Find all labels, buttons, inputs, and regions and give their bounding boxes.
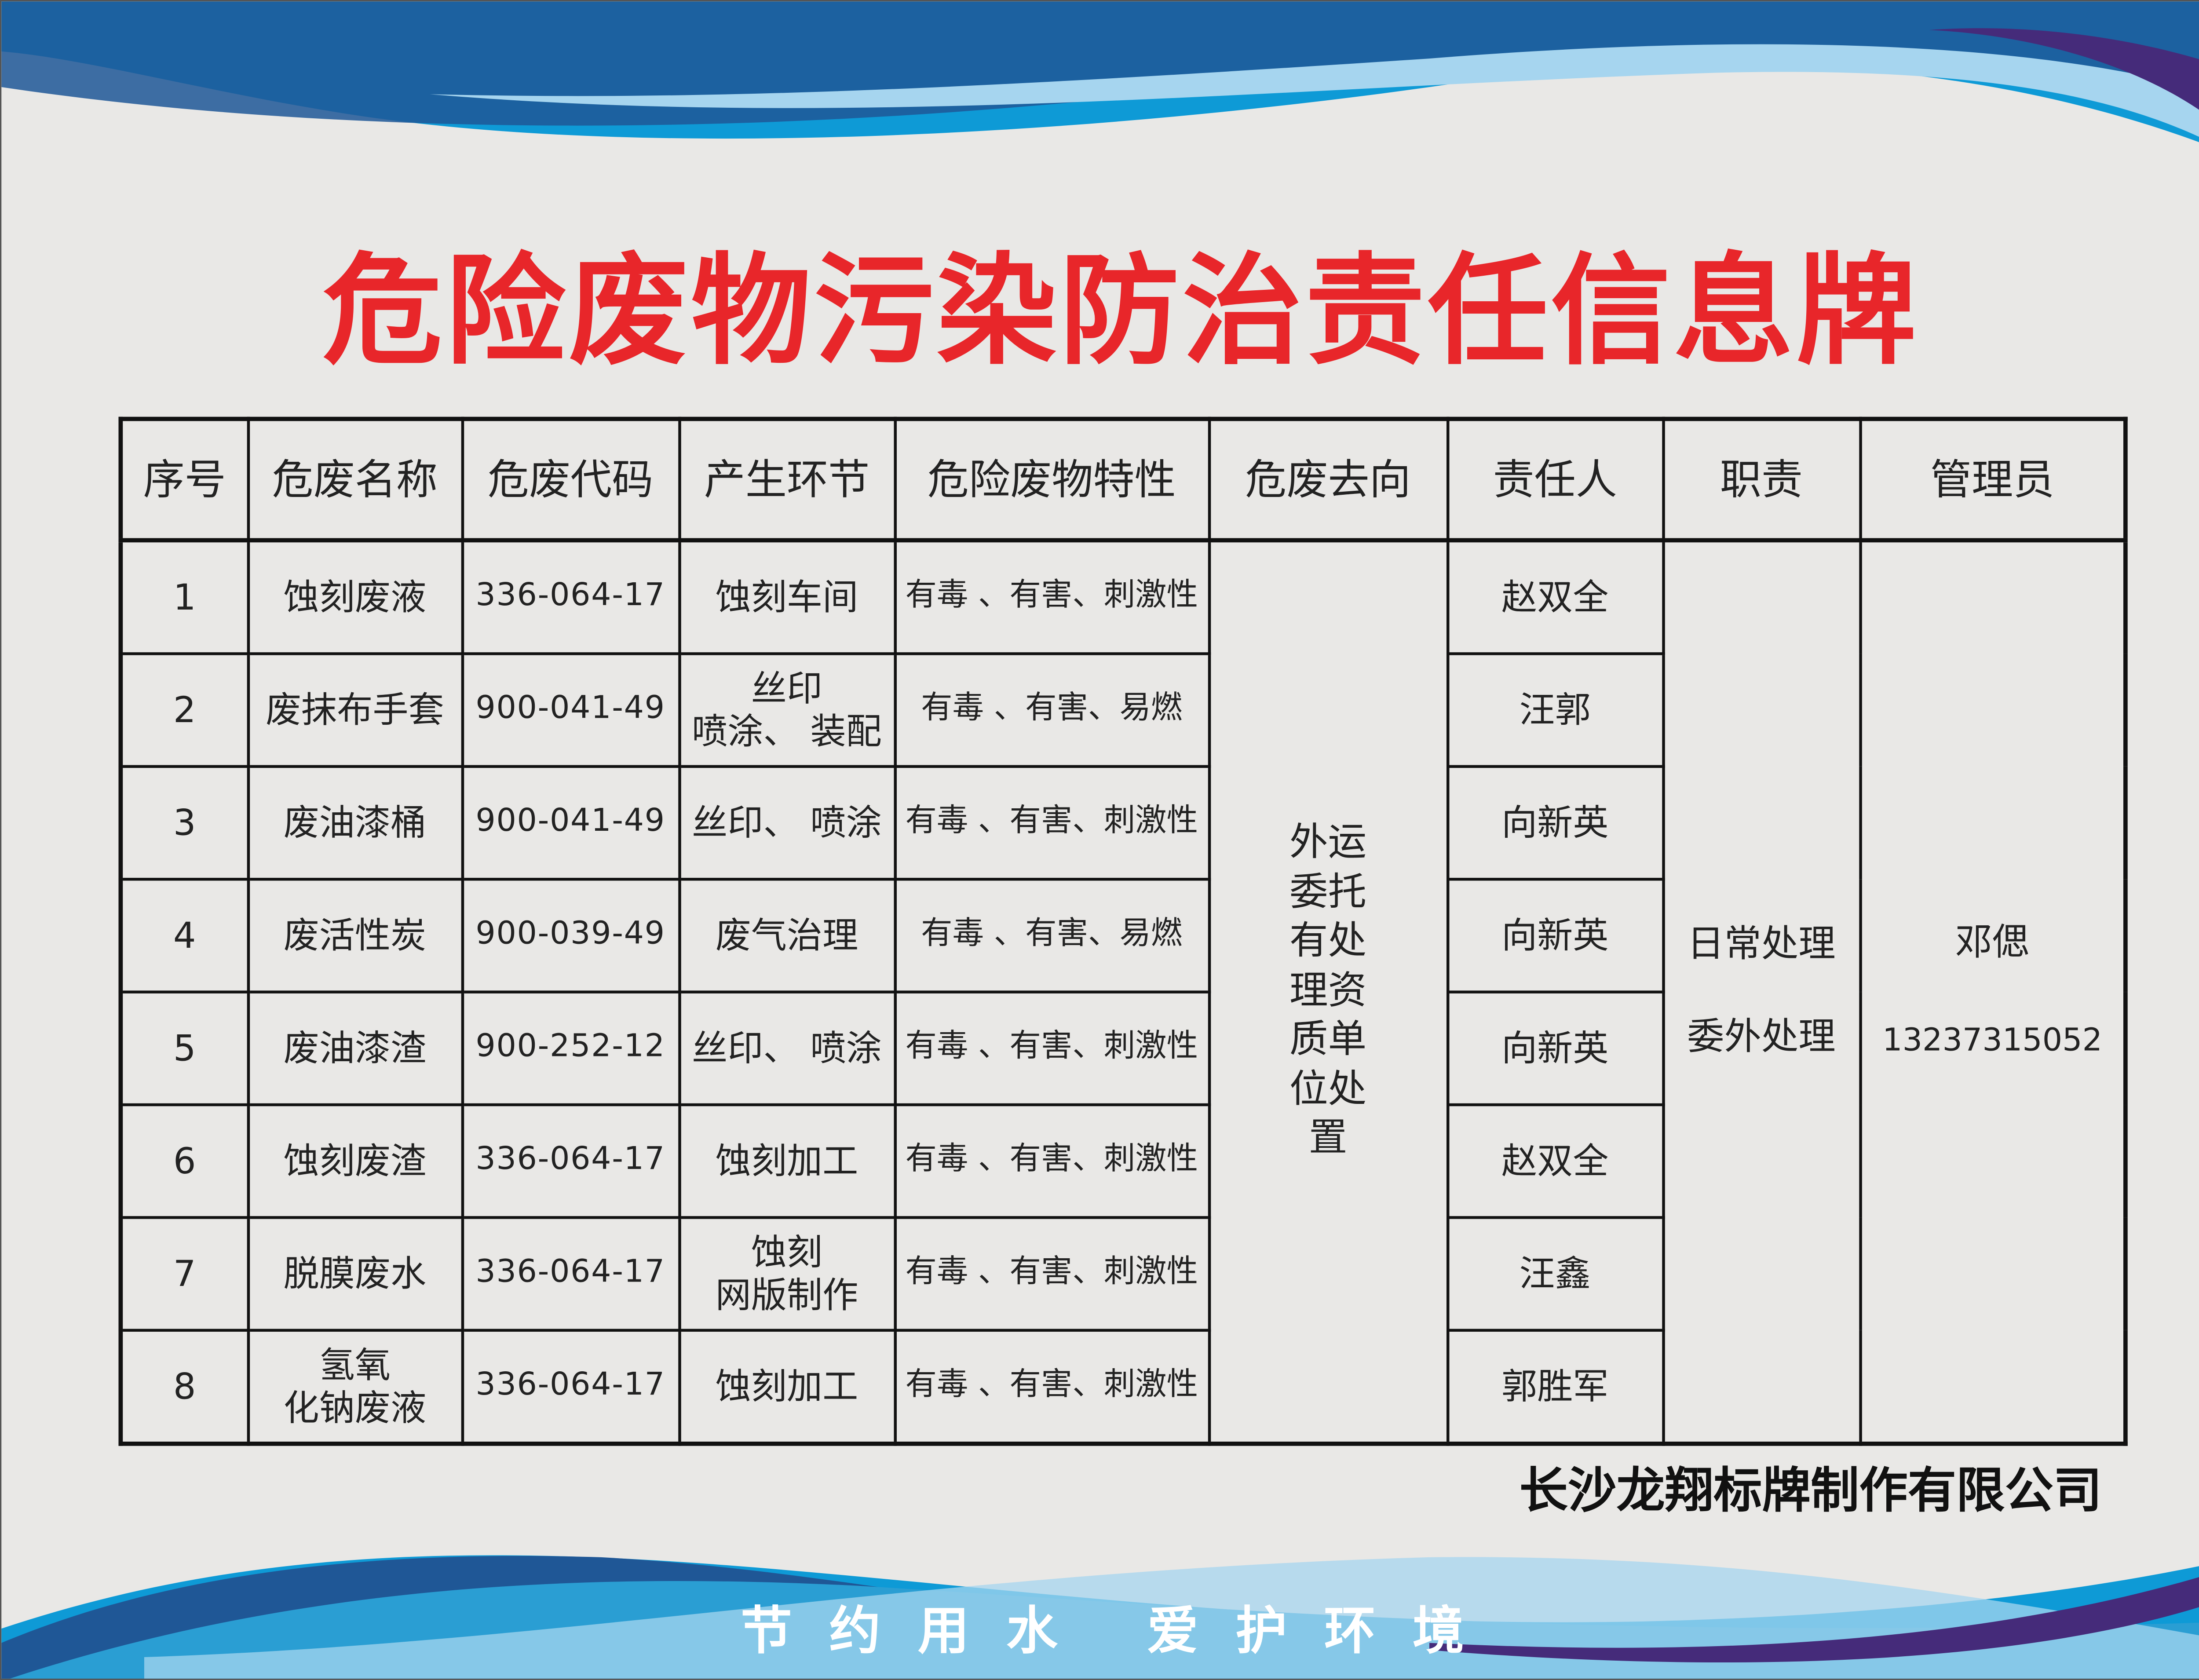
cell-person: 汪郭 xyxy=(1446,652,1665,768)
cell-name: 蚀刻废渣 xyxy=(246,1103,464,1219)
manager-name: 邓偲 xyxy=(1955,922,2030,965)
cell-destination: 外运 委托 有处 理资 质单 位处 置 xyxy=(1207,539,1449,1446)
header-person: 责任人 xyxy=(1446,417,1665,542)
cell-duty: 日常处理 委外处理 xyxy=(1661,539,1862,1446)
cell-stage: 废气治理 xyxy=(677,877,896,993)
bottom-wave-decoration xyxy=(1,1555,2199,1679)
cell-name: 废抹布手套 xyxy=(246,652,464,768)
waste-info-table: 序号 危废名称 危废代码 产生环节 危险废物特性 危废去向 责任人 职责 管理员… xyxy=(118,416,2128,1446)
cell-no: 3 xyxy=(119,765,249,881)
cell-person: 汪鑫 xyxy=(1446,1216,1665,1332)
cell-code: 336-064-17 xyxy=(460,1329,681,1446)
cell-person: 赵双全 xyxy=(1446,539,1665,655)
company-name: 长沙龙翔标牌制作有限公司 xyxy=(1519,1463,2102,1520)
header-destination: 危废去向 xyxy=(1207,417,1449,542)
table-row: 7 脱膜废水 336-064-17 蚀刻 网版制作 有毒 、有害、刺激性 汪鑫 xyxy=(119,1216,2126,1332)
cell-no: 1 xyxy=(119,539,249,655)
cell-name: 蚀刻废液 xyxy=(246,539,464,655)
table-row: 8 氢氧 化钠废液 336-064-17 蚀刻加工 有毒 、有害、刺激性 郭胜军 xyxy=(119,1329,2126,1446)
table-row: 6 蚀刻废渣 336-064-17 蚀刻加工 有毒 、有害、刺激性 赵双全 xyxy=(119,1103,2126,1219)
cell-property: 有毒 、有害、易燃 xyxy=(893,877,1210,993)
cell-code: 336-064-17 xyxy=(460,539,681,655)
cell-code: 900-039-49 xyxy=(460,877,681,993)
cell-name: 废油漆渣 xyxy=(246,990,464,1107)
header-property: 危险废物特性 xyxy=(893,417,1210,542)
page-title: 危险废物污染防治责任信息牌 xyxy=(322,241,1919,381)
cell-code: 336-064-17 xyxy=(460,1103,681,1219)
cell-code: 900-041-49 xyxy=(460,652,681,768)
table-row: 1 蚀刻废液 336-064-17 蚀刻车间 有毒 、有害、刺激性 外运 委托 有处 理资… xyxy=(119,539,2127,1446)
cell-property: 有毒 、有害、刺激性 xyxy=(893,765,1210,881)
header-duty: 职责 xyxy=(1661,417,1862,542)
cell-name: 脱膜废水 xyxy=(246,1216,464,1332)
slogan-part-1: 节约用水 xyxy=(741,1603,1095,1662)
header-manager: 管理员 xyxy=(1858,417,2127,542)
manager-phone: 13237315052 xyxy=(1882,1024,2103,1060)
header-code: 危废代码 xyxy=(460,417,681,542)
cell-stage: 丝印、 喷涂 xyxy=(677,990,896,1107)
cell-stage: 蚀刻加工 xyxy=(677,1329,896,1446)
cell-manager: 邓偲 13237315052 xyxy=(1858,539,2127,1446)
table-row: 5 废油漆渣 900-252-12 丝印、 喷涂 有毒 、有害、刺激性 向新英 xyxy=(119,990,2126,1107)
cell-code: 900-252-12 xyxy=(460,990,681,1107)
table-header-row: 序号 危废名称 危废代码 产生环节 危险废物特性 危废去向 责任人 职责 管理员 xyxy=(119,417,2127,542)
cell-name: 废油漆桶 xyxy=(246,765,464,881)
cell-code: 336-064-17 xyxy=(460,1216,681,1332)
cell-person: 郭胜军 xyxy=(1446,1329,1665,1446)
cell-person: 向新英 xyxy=(1446,990,1665,1107)
cell-person: 向新英 xyxy=(1446,765,1665,881)
cell-person: 赵双全 xyxy=(1446,1103,1665,1219)
cell-no: 2 xyxy=(119,652,249,768)
cell-no: 7 xyxy=(119,1216,249,1332)
cell-code: 900-041-49 xyxy=(460,765,681,881)
cell-no: 4 xyxy=(119,877,249,993)
cell-stage: 丝印、 喷涂 xyxy=(677,765,896,881)
cell-property: 有毒 、有害、刺激性 xyxy=(893,1329,1210,1446)
cell-property: 有毒 、有害、刺激性 xyxy=(893,1216,1210,1332)
cell-stage: 蚀刻加工 xyxy=(677,1103,896,1219)
slogan-part-2: 爱护环境 xyxy=(1147,1603,1501,1662)
cell-no: 5 xyxy=(119,990,249,1107)
cell-person: 向新英 xyxy=(1446,877,1665,993)
cell-property: 有毒 、有害、易燃 xyxy=(893,652,1210,768)
cell-name: 废活性炭 xyxy=(246,877,464,993)
cell-property: 有毒 、有害、刺激性 xyxy=(893,539,1210,655)
table-row: 2 废抹布手套 900-041-49 丝印 喷涂、 装配 有毒 、有害、易燃 汪郭 xyxy=(119,652,2126,768)
cell-no: 8 xyxy=(119,1329,249,1446)
cell-stage: 蚀刻 网版制作 xyxy=(677,1216,896,1332)
cell-stage: 蚀刻车间 xyxy=(677,539,896,655)
cell-property: 有毒 、有害、刺激性 xyxy=(893,990,1210,1107)
duty-1: 日常处理 xyxy=(1687,923,1836,966)
header-name: 危废名称 xyxy=(246,417,464,542)
header-no: 序号 xyxy=(119,417,249,542)
cell-stage: 丝印 喷涂、 装配 xyxy=(677,652,896,768)
duty-2: 委外处理 xyxy=(1687,1016,1836,1059)
cell-property: 有毒 、有害、刺激性 xyxy=(893,1103,1210,1219)
cell-name: 氢氧 化钠废液 xyxy=(246,1329,464,1446)
top-wave-decoration xyxy=(1,1,2199,142)
table-row: 3 废油漆桶 900-041-49 丝印、 喷涂 有毒 、有害、刺激性 向新英 xyxy=(119,765,2126,881)
header-stage: 产生环节 xyxy=(677,417,896,542)
cell-no: 6 xyxy=(119,1103,249,1219)
table-row: 4 废活性炭 900-039-49 废气治理 有毒 、有害、易燃 向新英 xyxy=(119,877,2126,993)
slogan: 节约用水 爱护环境 xyxy=(1,1590,2199,1664)
